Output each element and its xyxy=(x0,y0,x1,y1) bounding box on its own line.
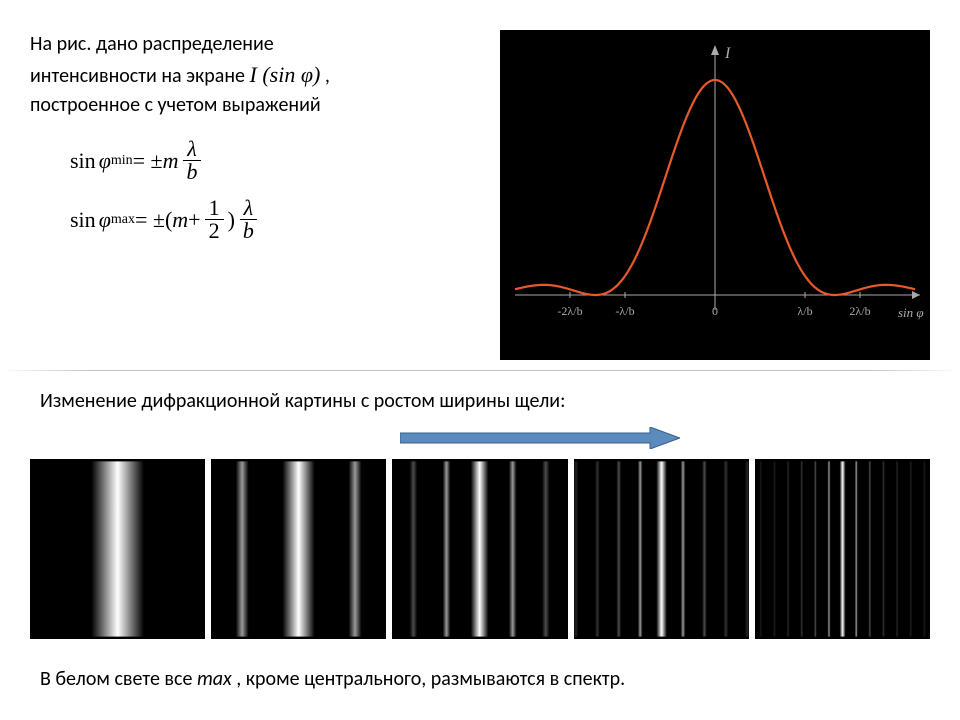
intro-line1: На рис. дано распределение xyxy=(30,32,274,56)
svg-text:-λ/b: -λ/b xyxy=(615,304,634,318)
formula-min: sin φ min = ± m λ b xyxy=(70,138,480,183)
arrow-container xyxy=(40,427,920,455)
intro-line3: построенное с учетом выражений xyxy=(30,93,321,117)
pattern-5 xyxy=(755,459,930,639)
svg-text:2λ/b: 2λ/b xyxy=(849,304,870,318)
svg-text:sin φ: sin φ xyxy=(898,305,924,320)
inline-formula: I (sin φ) xyxy=(250,62,321,87)
pattern-1 xyxy=(30,459,205,639)
intro-line2-pre: интенсивности на экране xyxy=(30,64,250,88)
intro-line2-post: , xyxy=(325,64,330,88)
intro-text: На рис. дано распределение интенсивности… xyxy=(30,30,480,120)
pattern-3 xyxy=(392,459,567,639)
formula-max: sin φ max = ±( m + 1 2 ) λ b xyxy=(70,197,480,242)
section-title: Изменение дифракционной картины с ростом… xyxy=(0,389,960,427)
graph-svg: Isin φ -2λ/b -λ/b 0 λ/b 2λ/b xyxy=(500,30,930,360)
arrow-icon xyxy=(400,427,680,449)
graph-column: Isin φ -2λ/b -λ/b 0 λ/b 2λ/b xyxy=(500,30,930,360)
intensity-graph: Isin φ -2λ/b -λ/b 0 λ/b 2λ/b xyxy=(500,30,930,360)
svg-text:0: 0 xyxy=(712,304,718,318)
description-column: На рис. дано распределение интенсивности… xyxy=(30,30,500,360)
svg-text:-2λ/b: -2λ/b xyxy=(557,304,582,318)
formulas-block: sin φ min = ± m λ b sin φ max = ±( m + 1 xyxy=(30,138,480,242)
svg-text:I: I xyxy=(724,45,731,62)
pattern-4 xyxy=(574,459,749,639)
arrow-shape xyxy=(400,427,680,449)
pattern-2 xyxy=(211,459,386,639)
divider xyxy=(0,370,960,371)
svg-text:λ/b: λ/b xyxy=(797,304,812,318)
diffraction-patterns xyxy=(0,459,960,639)
bottom-text: В белом свете все max , кроме центрально… xyxy=(0,639,960,691)
